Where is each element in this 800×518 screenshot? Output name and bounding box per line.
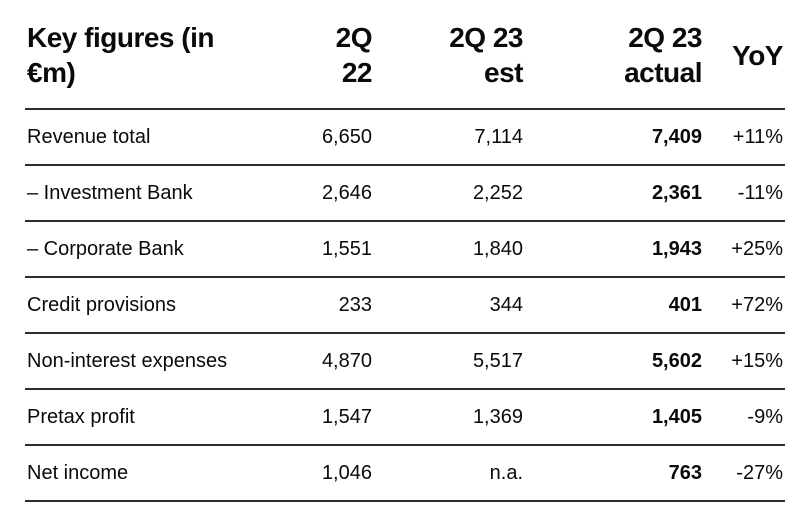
value-cell-2q22: 6,650 bbox=[321, 125, 372, 148]
row-label: – Investment Bank bbox=[27, 181, 193, 204]
value-cell-2q23-actual: 401 bbox=[668, 293, 702, 316]
value-cell-2q23-est: 1,369 bbox=[472, 405, 523, 428]
column-header-2q23-est: 2Q 23 est bbox=[372, 0, 523, 109]
row-label: Net income bbox=[27, 461, 129, 484]
row-label: Non-interest expenses bbox=[27, 349, 228, 372]
header-line: 2Q bbox=[335, 22, 373, 53]
value-cell-2q23-est: 5,517 bbox=[472, 349, 523, 372]
value-cell-2q22: 4,870 bbox=[321, 349, 372, 372]
value-cell-2q23-actual: 5,602 bbox=[651, 349, 702, 372]
value-cell-2q23-actual: 1,405 bbox=[651, 405, 702, 428]
table-row-credit-provisions: Credit provisions 233 344 401 +72% bbox=[25, 277, 785, 333]
value-cell-yoy: +25% bbox=[731, 237, 783, 260]
header-line: 2Q 23 bbox=[628, 22, 702, 53]
header-line: YoY bbox=[732, 39, 783, 71]
table-row-investment-bank: – Investment Bank 2,646 2,252 2,361 -11% bbox=[25, 165, 785, 221]
value-cell-2q23-est: 7,114 bbox=[474, 125, 523, 148]
header-line: est bbox=[484, 57, 523, 88]
header-line: actual bbox=[624, 57, 702, 88]
value-cell-2q23-actual: 2,361 bbox=[651, 181, 702, 204]
header-line: €m) bbox=[27, 57, 76, 88]
table-row-non-interest-expenses: Non-interest expenses 4,870 5,517 5,602 … bbox=[25, 333, 785, 389]
value-cell-2q23-est: 344 bbox=[489, 293, 523, 316]
value-cell-yoy: +15% bbox=[731, 349, 783, 372]
value-cell-2q23-est: 2,252 bbox=[472, 181, 523, 204]
header-row: Key figures (in €m) 2Q 22 2Q 23 est 2Q 2… bbox=[25, 0, 785, 109]
value-cell-yoy: -9% bbox=[747, 405, 783, 428]
value-cell-yoy: +11% bbox=[732, 125, 783, 148]
column-header-key-figures: Key figures (in €m) bbox=[25, 0, 265, 109]
key-figures-table: Key figures (in €m) 2Q 22 2Q 23 est 2Q 2… bbox=[25, 0, 785, 502]
column-header-2q22: 2Q 22 bbox=[265, 0, 373, 109]
column-header-yoy: YoY bbox=[702, 0, 785, 109]
header-line: 2Q 23 bbox=[449, 22, 523, 53]
value-cell-2q23-actual: 763 bbox=[668, 461, 702, 484]
value-cell-2q23-est: n.a. bbox=[489, 461, 523, 484]
row-label: Pretax profit bbox=[27, 405, 135, 428]
value-cell-2q23-actual: 1,943 bbox=[651, 237, 702, 260]
row-label: Revenue total bbox=[27, 125, 151, 148]
value-cell-2q22: 1,046 bbox=[321, 461, 372, 484]
row-label: Credit provisions bbox=[27, 293, 176, 316]
value-cell-yoy: -11% bbox=[737, 181, 783, 204]
value-cell-yoy: -27% bbox=[736, 461, 783, 484]
value-cell-2q22: 233 bbox=[338, 293, 372, 316]
value-cell-2q22: 2,646 bbox=[321, 181, 372, 204]
row-label: – Corporate Bank bbox=[27, 237, 184, 260]
table-row-pretax-profit: Pretax profit 1,547 1,369 1,405 -9% bbox=[25, 389, 785, 445]
table-row-revenue-total: Revenue total 6,650 7,114 7,409 +11% bbox=[25, 109, 785, 165]
value-cell-2q23-est: 1,840 bbox=[472, 237, 523, 260]
table-row-net-income: Net income 1,046 n.a. 763 -27% bbox=[25, 445, 785, 501]
header-line: Key figures (in bbox=[27, 22, 214, 53]
table-row-corporate-bank: – Corporate Bank 1,551 1,840 1,943 +25% bbox=[25, 221, 785, 277]
value-cell-2q23-actual: 7,409 bbox=[651, 125, 702, 148]
header-line: 22 bbox=[341, 57, 373, 88]
value-cell-yoy: +72% bbox=[731, 293, 783, 316]
value-cell-2q22: 1,551 bbox=[321, 237, 372, 260]
value-cell-2q22: 1,547 bbox=[321, 405, 372, 428]
column-header-2q23-actual: 2Q 23 actual bbox=[523, 0, 702, 109]
